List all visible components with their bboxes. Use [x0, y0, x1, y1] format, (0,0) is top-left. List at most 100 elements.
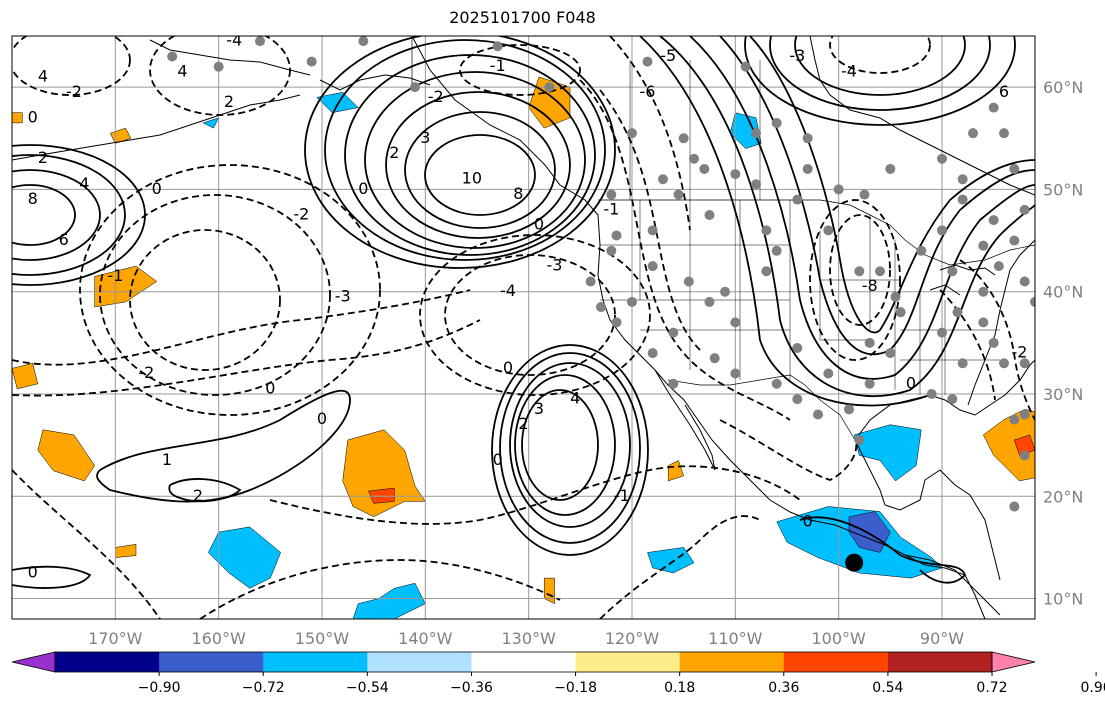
station-dot: [751, 179, 761, 190]
anomaly-region: [1013, 434, 1035, 456]
station-dot: [988, 337, 999, 348]
contour-label: 4: [79, 174, 89, 193]
contour-label: -3: [789, 46, 805, 65]
contour-label: 2: [193, 486, 203, 505]
colorbar-tick-label: −0.54: [346, 680, 389, 696]
contour-high-ring-2: [404, 111, 556, 229]
anomaly-region: [316, 92, 359, 113]
contour-south-3: [199, 559, 561, 619]
contour-label: 2: [224, 92, 234, 111]
contour-gulf-low-1: [599, 89, 701, 351]
station-dot: [968, 128, 978, 139]
station-dot: [761, 225, 772, 236]
station-dot: [627, 296, 637, 307]
contour-label: 3: [420, 128, 430, 147]
contour-label: 2: [38, 148, 48, 167]
longitude-tick-label: 110°W: [708, 629, 763, 648]
colorbar-tick-label: 0.54: [872, 680, 903, 696]
station-dot: [1019, 409, 1030, 420]
station-dot: [875, 266, 885, 277]
colorbar-ticks: −0.90 −0.72 −0.54 −0.36 −0.18 0.18 0.36 0.54 0.7…: [138, 672, 1105, 696]
station-dot: [647, 348, 658, 359]
station-dot: [890, 291, 901, 302]
contour-label: 0: [28, 107, 38, 126]
contour-sub-high-4: [499, 352, 641, 544]
contour-alaska-low-1: [459, 44, 581, 96]
contour-label: -5: [660, 46, 676, 65]
grid-lines: [12, 36, 1035, 619]
station-dot: [647, 261, 658, 272]
coastline-aleutians: [12, 94, 301, 161]
station-dot: [947, 266, 958, 277]
station-dot: [689, 153, 699, 164]
contour-trough-2: [719, 36, 1035, 356]
anomaly-region: [848, 511, 891, 553]
station-dot: [306, 56, 317, 67]
contour-label: 1: [162, 450, 172, 469]
station-dot: [410, 82, 420, 93]
station-dot: [854, 435, 865, 446]
station-dot: [792, 194, 803, 205]
contour-label: -1: [107, 266, 123, 285]
contour-label: 4: [38, 66, 48, 85]
station-dot: [999, 358, 1009, 369]
weather-map: 108320-2-18642004-3-2-2-10012043200-1-3-…: [11, 35, 1083, 648]
station-dot: [1019, 276, 1030, 287]
contour-gulf-low-3: [609, 36, 691, 231]
station-dot: [993, 261, 1004, 272]
contour-high-ring-6: [324, 39, 606, 261]
station-dot: [627, 128, 637, 139]
station-dot: [647, 225, 658, 236]
station-dot: [704, 296, 715, 307]
station-dot: [255, 36, 265, 47]
station-dot: [957, 358, 968, 369]
contour-label: -2: [1012, 343, 1028, 362]
latitude-ticks: 60°N 50°N 40°N 30°N 20°N 10°N: [1043, 78, 1083, 608]
anomaly-region: [352, 582, 426, 619]
coastline-gulf: [854, 439, 1001, 581]
anomaly-region: [37, 429, 96, 482]
contour-label: -2: [293, 204, 309, 223]
contour-label: 6: [999, 82, 1009, 101]
contour-label: -1: [490, 56, 506, 75]
station-dot: [683, 276, 694, 287]
map-frame: [11, 35, 1036, 620]
contour-high-ring-3: [385, 91, 571, 239]
station-dot: [213, 61, 224, 72]
station-dot: [771, 117, 782, 128]
station-dot: [947, 394, 958, 405]
contour-label: 0: [28, 562, 38, 581]
station-dot: [859, 189, 870, 200]
latitude-tick-label: 60°N: [1043, 78, 1083, 97]
station-dot: [771, 245, 782, 256]
station-dot: [937, 327, 947, 338]
station-dot: [854, 266, 865, 277]
colorbar-tick-label: −0.18: [554, 680, 597, 696]
contour-south-2: [269, 465, 801, 525]
station-dot: [1009, 414, 1020, 425]
station-dot: [978, 286, 989, 297]
station-dot: [792, 394, 803, 405]
contour-east-1: [959, 259, 1035, 421]
contour-zonal-1: [96, 389, 351, 503]
contour-label: 0: [534, 215, 544, 234]
contour-ne-1: [794, 36, 966, 96]
contour-south-1: [12, 469, 161, 619]
contour-trough-low-1: [829, 214, 891, 326]
contour-trough-3: [689, 36, 1035, 380]
station-dot: [642, 56, 653, 67]
station-dot: [585, 276, 596, 287]
contour-label: 2: [389, 143, 399, 162]
great-lakes: [929, 264, 996, 296]
station-dot: [606, 245, 617, 256]
contour-lines: [12, 36, 1035, 589]
station-dot: [699, 163, 710, 174]
station-dot: [358, 36, 369, 47]
station-dot: [1030, 296, 1035, 307]
station-dot: [771, 378, 782, 389]
station-dot: [720, 286, 730, 297]
contour-low-pacific-3: [79, 164, 381, 416]
latitude-tick-label: 30°N: [1043, 385, 1083, 404]
station-dot: [167, 51, 178, 62]
station-dot: [740, 61, 751, 72]
